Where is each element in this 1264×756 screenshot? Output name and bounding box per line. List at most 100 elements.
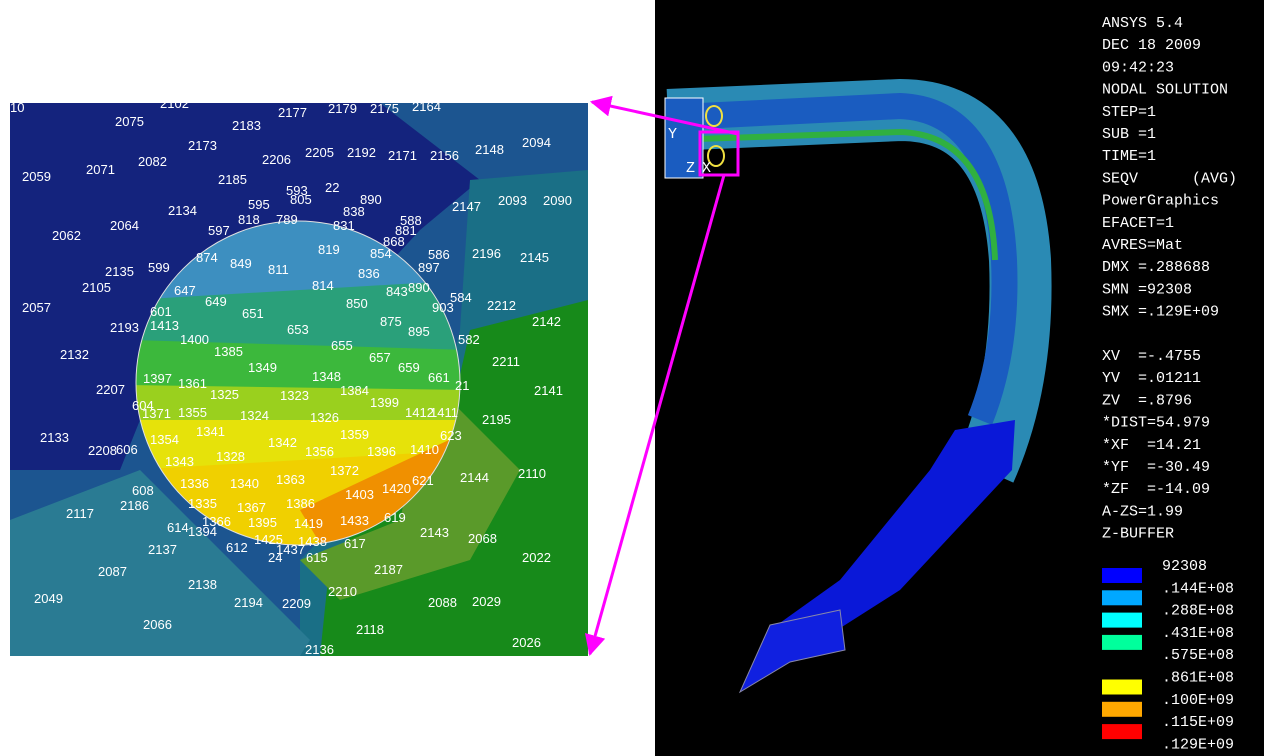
node-label: 2208 [88,443,117,458]
node-label: 1335 [188,496,217,511]
node-label: 2118 [356,622,384,637]
node-label: 2137 [148,542,177,557]
node-label: 1348 [312,369,341,384]
node-label: 874 [196,250,218,265]
node-label: 1363 [276,472,305,487]
node-label: 2192 [347,145,376,160]
node-label: 649 [205,294,227,309]
node-label: 2156 [430,148,459,163]
legend-swatch [1102,680,1142,695]
node-label: 2141 [534,383,563,398]
node-label: 2132 [60,347,89,362]
node-label: 24 [268,550,282,565]
node-label: 2211 [492,354,520,369]
node-label: 895 [408,324,430,339]
node-label: 2068 [468,531,497,546]
node-label: 2102 [160,96,189,111]
info-line: STEP=1 [1102,104,1156,121]
node-label: 1400 [180,332,209,347]
legend-label: .100E+09 [1162,692,1234,709]
node-label: 2136 [305,642,334,657]
node-label: 2206 [262,152,291,167]
node-label: 614 [167,520,189,535]
legend-label: 92308 [1162,558,1207,575]
node-label: 2105 [82,280,111,295]
node-label: 2134 [168,203,197,218]
node-label: 2143 [420,525,449,540]
node-label: 623 [440,428,462,443]
node-label: 2022 [522,550,551,565]
node-label: 1411 [430,405,458,420]
node-label: 621 [412,473,434,488]
node-label: 1410 [410,442,439,457]
canvas: 1021022075218321772179217521642173208220… [0,0,1264,756]
node-label: 2195 [482,412,511,427]
node-label: 854 [370,246,392,261]
node-label: 619 [384,510,406,525]
node-label: 597 [208,223,230,238]
node-label: 2090 [543,193,572,208]
node-label: 617 [344,536,366,551]
node-label: 1367 [237,500,266,515]
node-label: 819 [318,242,340,257]
node-label: 1323 [280,388,309,403]
node-label: 1394 [188,524,217,539]
node-label: 2177 [278,105,307,120]
node-label: 1399 [370,395,399,410]
node-label: 655 [331,338,353,353]
node-label: 1371 [142,406,171,421]
node-label: 2210 [328,584,357,599]
node-label: 818 [238,212,260,227]
node-label: 1324 [240,408,269,423]
legend-swatch [1102,702,1142,717]
node-label: 1349 [248,360,277,375]
node-label: 2049 [34,591,63,606]
node-label: 2145 [520,250,549,265]
node-label: 2207 [96,382,125,397]
node-label: 1386 [286,496,315,511]
node-label: 651 [242,306,264,321]
info-line: *XF =14.21 [1102,437,1201,454]
node-label: 2185 [218,172,247,187]
legend-label: .144E+08 [1162,580,1234,597]
screenshot: 1021022075218321772179217521642173208220… [0,0,1264,756]
node-label: 2173 [188,138,217,153]
node-label: 1326 [310,410,339,425]
node-label: 1385 [214,344,243,359]
node-label: 2187 [374,562,403,577]
info-line: SMX =.129E+09 [1102,304,1219,321]
node-label: 1419 [294,516,323,531]
info-line: ANSYS 5.4 [1102,15,1183,32]
info-line: Z-BUFFER [1102,526,1174,543]
triad-label: Y [668,126,677,143]
node-label: 2059 [22,169,51,184]
node-label: 890 [360,192,382,207]
node-label: 1397 [143,371,172,386]
node-label: 875 [380,314,402,329]
node-label: 2179 [328,101,357,116]
node-label: 2066 [143,617,172,632]
node-label: 2209 [282,596,311,611]
legend-label: .115E+09 [1162,714,1234,731]
node-label: 1433 [340,513,369,528]
legend-label: .129E+09 [1162,736,1234,753]
node-label: 2205 [305,145,334,160]
node-label: 897 [418,260,440,275]
node-label: 1395 [248,515,277,530]
node-label: 2071 [86,162,115,177]
info-line: DMX =.288688 [1102,259,1210,276]
node-label: 2088 [428,595,457,610]
triad-label: Z [686,160,695,177]
node-label: 2183 [232,118,261,133]
info-line: SEQV (AVG) [1102,170,1237,187]
node-label: 1403 [345,487,374,502]
node-label: 2062 [52,228,81,243]
node-label: 2193 [110,320,139,335]
node-label: 606 [116,442,138,457]
node-label: 2148 [475,142,504,157]
node-label: 2094 [522,135,551,150]
legend-swatch [1102,657,1142,672]
legend-label: .288E+08 [1162,603,1234,620]
info-line: ZV =.8796 [1102,392,1192,409]
